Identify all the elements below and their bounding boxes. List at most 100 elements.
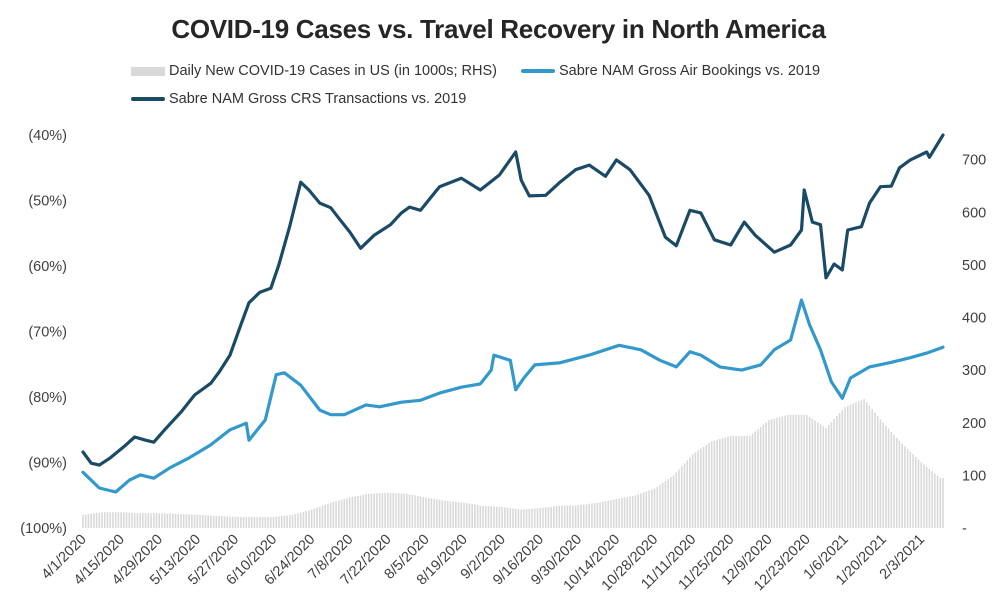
cases-bar bbox=[593, 503, 596, 528]
cases-bar bbox=[457, 502, 460, 528]
cases-bar bbox=[474, 504, 476, 528]
cases-bar bbox=[607, 500, 610, 528]
cases-bar bbox=[199, 514, 201, 528]
cases-bar bbox=[133, 512, 136, 528]
cases-bar bbox=[180, 513, 182, 528]
cases-bar bbox=[414, 495, 416, 528]
cases-bar bbox=[327, 503, 329, 528]
cases-bar bbox=[106, 512, 109, 528]
cases-bar bbox=[370, 493, 373, 528]
cases-bar bbox=[185, 514, 188, 528]
cases-bar bbox=[272, 516, 275, 528]
cases-bar bbox=[876, 416, 879, 528]
cases-bar bbox=[504, 507, 506, 528]
cases-bar bbox=[514, 508, 517, 528]
cases-bar bbox=[242, 516, 245, 528]
cases-bar bbox=[667, 479, 669, 528]
cases-bar bbox=[523, 509, 525, 528]
cases-bar bbox=[231, 516, 234, 528]
cases-bar bbox=[114, 512, 117, 528]
cases-bar bbox=[699, 448, 702, 528]
cases-bar bbox=[789, 414, 792, 528]
cases-bar bbox=[939, 478, 942, 528]
cases-bar bbox=[770, 419, 773, 528]
cases-bar bbox=[250, 516, 253, 528]
cases-bar bbox=[218, 516, 220, 528]
cases-bar bbox=[112, 512, 114, 528]
cases-bar bbox=[449, 501, 452, 528]
cases-bar bbox=[259, 516, 261, 528]
cases-bar bbox=[210, 515, 212, 528]
cases-bar bbox=[855, 402, 857, 528]
cases-bar bbox=[335, 501, 337, 528]
cases-bar bbox=[705, 444, 708, 528]
cases-bar bbox=[917, 459, 920, 528]
cases-bar bbox=[694, 452, 697, 528]
y-left-tick-label: (100%) bbox=[20, 521, 67, 537]
cases-bar bbox=[738, 435, 740, 528]
cases-bar bbox=[269, 516, 272, 528]
cases-bar bbox=[906, 449, 909, 528]
cases-bar bbox=[139, 513, 141, 528]
y-left-tick-label: (40%) bbox=[28, 128, 67, 144]
cases-bar bbox=[381, 493, 384, 528]
cases-bar bbox=[207, 515, 209, 528]
cases-bar bbox=[637, 494, 639, 528]
cases-bar bbox=[743, 435, 746, 528]
cases-bar bbox=[316, 507, 318, 528]
cases-bar bbox=[746, 435, 748, 528]
legend-item-crs: Sabre NAM Gross CRS Transactions vs. 201… bbox=[131, 91, 466, 107]
cases-bar bbox=[441, 500, 444, 528]
cases-bar bbox=[713, 440, 716, 528]
cases-bar bbox=[155, 513, 158, 528]
cases-bar bbox=[852, 403, 854, 528]
cases-bar bbox=[419, 496, 422, 528]
y-right-tick-label: 700 bbox=[962, 153, 986, 169]
cases-bar bbox=[544, 507, 547, 528]
cases-bar bbox=[395, 493, 397, 528]
cases-bar bbox=[599, 502, 601, 528]
cases-bar bbox=[256, 516, 258, 528]
cases-bar bbox=[732, 435, 735, 528]
cases-bar bbox=[517, 509, 520, 528]
cases-bar bbox=[860, 400, 863, 528]
cases-bar bbox=[229, 516, 231, 528]
cases-bar bbox=[422, 496, 424, 528]
cases-bar bbox=[147, 513, 150, 528]
cases-bar bbox=[724, 437, 727, 528]
cases-bar bbox=[604, 501, 607, 528]
cases-bar bbox=[846, 405, 849, 528]
cases-bar bbox=[490, 506, 493, 528]
cases-bar bbox=[406, 493, 408, 528]
cases-bar bbox=[754, 431, 757, 528]
cases-bar bbox=[909, 451, 912, 528]
cases-bar bbox=[354, 496, 356, 528]
cases-bar bbox=[329, 502, 332, 528]
cases-bar bbox=[248, 516, 250, 528]
cases-bar bbox=[463, 502, 465, 528]
cases-bar bbox=[561, 505, 563, 528]
cases-bar bbox=[318, 506, 321, 528]
cases-bar bbox=[912, 454, 914, 528]
cases-bar bbox=[550, 506, 552, 528]
cases-bar bbox=[172, 513, 174, 528]
cases-bar bbox=[365, 494, 367, 528]
cases-bar bbox=[280, 516, 283, 528]
cases-bar bbox=[357, 495, 359, 528]
cases-bar bbox=[797, 414, 800, 528]
cases-bar bbox=[563, 505, 566, 528]
cases-bar bbox=[898, 440, 901, 528]
cases-bar bbox=[150, 513, 152, 528]
cases-bar bbox=[152, 513, 155, 528]
cases-bar bbox=[286, 515, 288, 528]
cases-bar bbox=[740, 435, 743, 528]
cases-bar bbox=[776, 417, 778, 528]
cases-bar bbox=[362, 494, 365, 528]
cases-bar bbox=[90, 513, 92, 528]
legend-swatch-line bbox=[521, 69, 555, 73]
cases-bar bbox=[920, 462, 923, 528]
cases-bar bbox=[332, 501, 335, 528]
cases-bar bbox=[885, 425, 887, 528]
cases-bar bbox=[542, 507, 544, 528]
